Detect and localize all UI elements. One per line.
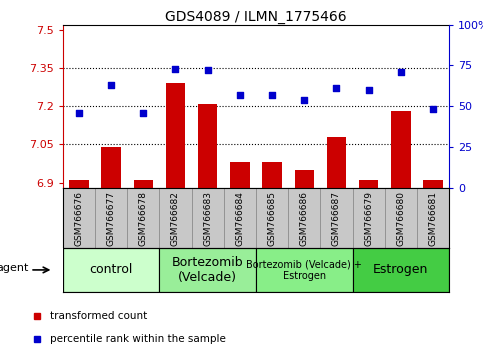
Bar	[295, 170, 314, 354]
Text: GSM766685: GSM766685	[268, 190, 277, 246]
Point	[140, 110, 147, 115]
Bar	[256, 188, 288, 248]
Bar	[159, 248, 256, 292]
Point	[333, 85, 341, 91]
Bar	[262, 162, 282, 354]
Point	[171, 66, 179, 72]
Bar	[101, 147, 121, 354]
Point	[236, 92, 244, 98]
Text: GSM766683: GSM766683	[203, 190, 212, 246]
Point	[300, 97, 308, 103]
Point	[268, 92, 276, 98]
Text: GSM766678: GSM766678	[139, 190, 148, 246]
Bar	[198, 104, 217, 354]
Text: GSM766677: GSM766677	[107, 190, 115, 246]
Point	[429, 107, 437, 112]
Bar	[385, 188, 417, 248]
Bar	[134, 180, 153, 354]
Bar	[424, 180, 443, 354]
Point	[75, 110, 83, 115]
Bar	[320, 188, 353, 248]
Text: transformed count: transformed count	[50, 311, 147, 321]
Bar	[417, 188, 449, 248]
Bar	[63, 248, 159, 292]
Bar	[391, 111, 411, 354]
Point	[365, 87, 372, 93]
Text: percentile rank within the sample: percentile rank within the sample	[50, 334, 226, 344]
Text: GSM766687: GSM766687	[332, 190, 341, 246]
Text: GSM766681: GSM766681	[428, 190, 438, 246]
Bar	[159, 188, 192, 248]
Bar	[166, 83, 185, 354]
Text: Estrogen: Estrogen	[373, 263, 428, 276]
Bar	[230, 162, 250, 354]
Bar	[127, 188, 159, 248]
Bar	[63, 188, 95, 248]
Text: Bortezomib
(Velcade): Bortezomib (Velcade)	[172, 256, 243, 284]
Bar	[353, 248, 449, 292]
Point	[397, 69, 405, 75]
Text: GSM766684: GSM766684	[235, 190, 244, 246]
Title: GDS4089 / ILMN_1775466: GDS4089 / ILMN_1775466	[165, 10, 347, 24]
Text: agent: agent	[0, 263, 28, 273]
Text: GSM766680: GSM766680	[397, 190, 405, 246]
Text: GSM766682: GSM766682	[171, 190, 180, 246]
Bar	[359, 180, 378, 354]
Point	[107, 82, 115, 88]
Bar	[256, 248, 353, 292]
Bar	[288, 188, 320, 248]
Bar	[224, 188, 256, 248]
Bar	[327, 137, 346, 354]
Text: Bortezomib (Velcade) +
Estrogen: Bortezomib (Velcade) + Estrogen	[246, 259, 362, 281]
Bar	[192, 188, 224, 248]
Text: GSM766679: GSM766679	[364, 190, 373, 246]
Point	[204, 68, 212, 73]
Text: GSM766686: GSM766686	[300, 190, 309, 246]
Bar	[69, 180, 88, 354]
Text: GSM766676: GSM766676	[74, 190, 84, 246]
Text: control: control	[89, 263, 133, 276]
Bar	[95, 188, 127, 248]
Bar	[353, 188, 385, 248]
